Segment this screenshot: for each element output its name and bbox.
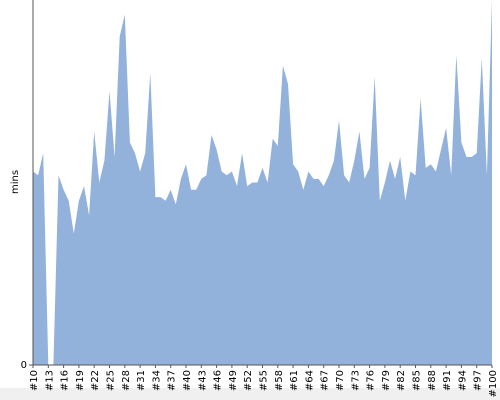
x-tick-label: #64 — [304, 370, 315, 391]
x-tick-label: #94 — [457, 370, 468, 391]
footer-band — [0, 388, 500, 400]
x-tick-label: #46 — [213, 370, 224, 391]
x-tick-label: #61 — [289, 370, 300, 391]
x-tick-label: #73 — [350, 370, 361, 391]
x-tick-label: #37 — [167, 370, 178, 391]
x-tick-label: #10 — [29, 370, 40, 391]
x-tick-label: #25 — [106, 370, 117, 391]
x-tick-label: #88 — [427, 370, 438, 391]
x-tick-label: #22 — [90, 370, 101, 391]
x-tick-label: #52 — [243, 370, 254, 391]
x-tick-label: #34 — [151, 370, 162, 391]
x-tick-label: #91 — [442, 370, 453, 391]
x-tick-label: #58 — [274, 370, 285, 391]
x-tick-label: #55 — [259, 370, 270, 391]
y-axis-label: mins — [10, 170, 21, 194]
x-tick-label: #82 — [396, 370, 407, 391]
x-tick-label: #31 — [136, 370, 147, 391]
y-tick-label: 0 — [21, 360, 27, 371]
x-tick-label: #100 — [488, 370, 499, 397]
x-tick-label: #70 — [335, 370, 346, 391]
x-tick-label: #49 — [228, 370, 239, 391]
x-tick-label: #28 — [121, 370, 132, 391]
x-tick-label: #43 — [197, 370, 208, 391]
area — [33, 0, 492, 365]
x-tick-label: #16 — [60, 370, 71, 391]
x-tick-label: #67 — [320, 370, 331, 391]
x-tick-label: #19 — [75, 370, 86, 391]
x-tick-label: #85 — [412, 370, 423, 391]
x-tick-label: #76 — [366, 370, 377, 391]
x-tick-label: #97 — [473, 370, 484, 391]
x-tick-label: #40 — [182, 370, 193, 391]
x-tick-label: #13 — [44, 370, 55, 391]
x-tick-label: #79 — [381, 370, 392, 391]
